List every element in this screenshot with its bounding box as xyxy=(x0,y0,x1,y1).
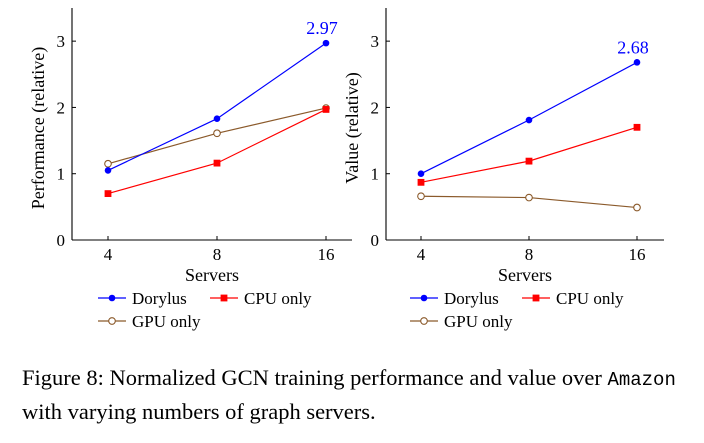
caption-text-after: with varying numbers of graph servers. xyxy=(22,399,376,424)
x-axis-label: Servers xyxy=(185,265,239,285)
series-line-cpu-only xyxy=(420,126,638,183)
figure-charts: 0 1 2 3 4 8 16 Servers Performance (relative) 2.9… xyxy=(28,8,664,331)
data-point-gpu-only xyxy=(417,192,425,201)
series-line-dorylus xyxy=(107,42,327,171)
x-tick-label: 8 xyxy=(213,245,222,264)
y-tick-label: 2 xyxy=(371,98,380,117)
data-point-dorylus xyxy=(633,59,641,66)
legend-marker-gpu-only xyxy=(108,317,116,325)
y-tick-label: 2 xyxy=(57,98,66,117)
legend-item-dorylus: Dorylus xyxy=(98,289,187,308)
y-tick-label: 0 xyxy=(57,231,66,250)
x-axis-label: Servers xyxy=(498,265,552,285)
series-line-cpu-only xyxy=(107,108,327,195)
x-tick-label: 16 xyxy=(318,245,335,264)
data-point-gpu-only xyxy=(525,193,533,202)
x-tick-label: 4 xyxy=(417,245,426,264)
data-label-peak: 2.97 xyxy=(306,18,338,38)
legend-label-gpu-only: GPU only xyxy=(444,312,513,331)
caption-label: Figure 8: xyxy=(22,365,104,390)
y-axis-label: Performance (relative) xyxy=(28,47,49,209)
data-point-gpu-only xyxy=(213,129,221,138)
legend-marker-dorylus xyxy=(108,294,116,302)
legend-label-dorylus: Dorylus xyxy=(444,289,499,308)
legend-marker-gpu-only xyxy=(420,317,428,325)
legend-label-gpu-only: GPU only xyxy=(132,312,201,331)
chart-panel-1: 0 1 2 3 4 8 16 Servers Performance (relative) 2.9… xyxy=(28,8,352,331)
data-point-dorylus xyxy=(322,39,330,47)
data-point-gpu-only xyxy=(104,159,112,168)
y-tick-label: 3 xyxy=(371,32,380,51)
legend-marker-cpu-only xyxy=(532,294,540,302)
y-tick-label: 0 xyxy=(371,231,380,250)
legend-label-dorylus: Dorylus xyxy=(132,289,187,308)
data-point-dorylus xyxy=(104,167,112,174)
data-point-cpu-only xyxy=(525,157,533,165)
legend-item-gpu-only: GPU only xyxy=(98,312,201,331)
legend-item-cpu-only: CPU only xyxy=(522,289,624,308)
y-tick-label: 1 xyxy=(57,165,66,184)
data-point-dorylus xyxy=(525,116,533,124)
legend-item-cpu-only: CPU only xyxy=(210,289,312,308)
y-tick-label: 1 xyxy=(371,165,380,184)
data-point-cpu-only xyxy=(417,178,425,186)
x-tick-label: 8 xyxy=(525,245,534,264)
legend-marker-dorylus xyxy=(420,294,428,302)
x-tick-label: 16 xyxy=(629,245,646,264)
legend-item-dorylus: Dorylus xyxy=(410,289,499,308)
y-tick-label: 3 xyxy=(57,32,66,51)
data-point-cpu-only xyxy=(213,159,221,167)
legend-item-gpu-only: GPU only xyxy=(410,312,513,331)
legend-label-cpu-only: CPU only xyxy=(244,289,312,308)
legend-marker-cpu-only xyxy=(220,294,228,302)
data-point-dorylus xyxy=(417,170,425,178)
legend-label-cpu-only: CPU only xyxy=(556,289,624,308)
data-point-gpu-only xyxy=(633,203,641,212)
data-point-cpu-only xyxy=(633,123,641,131)
x-tick-label: 4 xyxy=(104,245,113,264)
caption-dataset-code: Amazon xyxy=(607,369,676,391)
data-point-cpu-only xyxy=(322,106,330,113)
data-point-dorylus xyxy=(213,115,221,122)
figure-caption: Figure 8: Normalized GCN training perfor… xyxy=(22,362,692,427)
y-axis-label: Value (relative) xyxy=(342,72,363,183)
data-label-peak: 2.68 xyxy=(617,37,649,57)
caption-text-before: Normalized GCN training performance and … xyxy=(103,365,608,390)
chart-panel-2: 0 1 2 3 4 8 16 Servers Value (relative) 2.68 Doryl… xyxy=(342,8,664,331)
data-point-cpu-only xyxy=(104,190,112,197)
